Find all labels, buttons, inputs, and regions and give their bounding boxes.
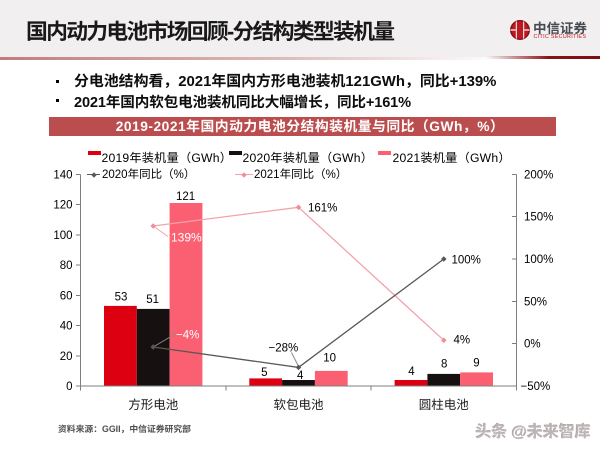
svg-text:−28%: −28% <box>269 343 299 355</box>
svg-text:50%: 50% <box>524 296 547 308</box>
svg-text:−4%: −4% <box>176 330 199 342</box>
svg-text:100: 100 <box>53 230 72 242</box>
svg-text:9: 9 <box>473 357 479 369</box>
svg-text:10: 10 <box>323 353 336 365</box>
svg-text:4: 4 <box>297 370 304 382</box>
svg-text:方形电池: 方形电池 <box>128 398 179 412</box>
svg-text:100%: 100% <box>524 254 553 266</box>
svg-text:圆柱电池: 圆柱电池 <box>419 398 470 412</box>
svg-text:140: 140 <box>53 169 72 181</box>
svg-text:60: 60 <box>60 290 73 302</box>
svg-text:0: 0 <box>66 381 72 393</box>
svg-text:8: 8 <box>441 358 447 370</box>
svg-text:139%: 139% <box>171 231 202 245</box>
svg-text:53: 53 <box>115 291 128 303</box>
svg-text:4: 4 <box>408 366 415 378</box>
svg-text:121: 121 <box>176 191 195 203</box>
svg-text:软包电池: 软包电池 <box>273 398 324 412</box>
svg-text:161%: 161% <box>308 203 337 215</box>
svg-text:100%: 100% <box>452 255 481 267</box>
svg-text:−50%: −50% <box>521 381 551 393</box>
svg-text:150%: 150% <box>524 212 553 224</box>
svg-text:80: 80 <box>60 260 73 272</box>
svg-text:5: 5 <box>261 367 267 379</box>
svg-text:20: 20 <box>60 351 73 363</box>
svg-text:0%: 0% <box>524 339 541 351</box>
svg-text:51: 51 <box>146 294 159 306</box>
svg-text:200%: 200% <box>524 169 553 181</box>
svg-text:4%: 4% <box>454 335 471 347</box>
svg-text:120: 120 <box>53 200 72 212</box>
svg-text:40: 40 <box>60 321 73 333</box>
